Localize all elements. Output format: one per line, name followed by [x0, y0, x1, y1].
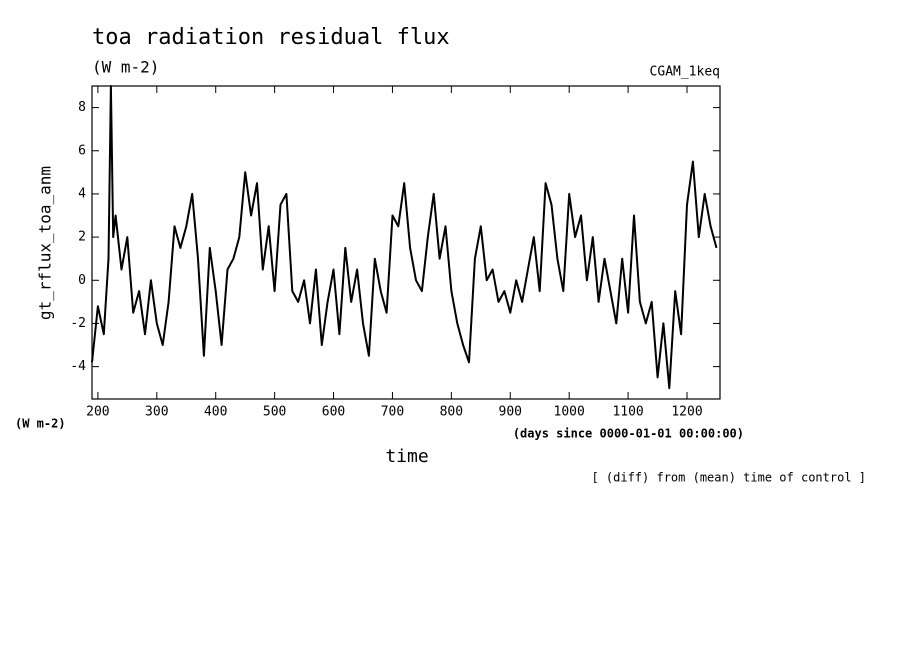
- y-tick-label: 4: [78, 186, 86, 201]
- x-axis-label: time: [385, 446, 428, 467]
- x-tick-label: 200: [86, 405, 109, 420]
- y-axis-label: gt_rflux_toa_anm: [36, 166, 55, 320]
- footnote: [ (diff) from (mean) time of control ]: [591, 471, 866, 485]
- plot-frame: [91, 85, 721, 400]
- chart-title: toa radiation residual flux: [92, 25, 450, 50]
- x-tick-label: 1200: [671, 405, 702, 420]
- x-tick-label: 800: [440, 405, 463, 420]
- y-tick-label: 2: [78, 230, 86, 245]
- x-tick-label: 600: [322, 405, 345, 420]
- y-tick-label: 8: [78, 100, 86, 115]
- chart-subtitle: (W m-2): [92, 58, 159, 77]
- x-tick-label: 500: [263, 405, 286, 420]
- x-tick-label: 400: [204, 405, 227, 420]
- y-tick-label: 0: [78, 273, 86, 288]
- x-tick-label: 700: [381, 405, 404, 420]
- x-units: (days since 0000-01-01 00:00:00): [513, 427, 744, 441]
- x-tick-label: 1000: [554, 405, 585, 420]
- x-tick-label: 900: [499, 405, 522, 420]
- y-tick-label: 6: [78, 143, 86, 158]
- y-tick-label: -4: [70, 359, 86, 374]
- y-units: (W m-2): [15, 417, 66, 431]
- experiment-label: CGAM_1keq: [650, 65, 720, 80]
- x-tick-label: 300: [145, 405, 168, 420]
- data-line: [91, 85, 718, 390]
- x-tick-label: 1100: [612, 405, 643, 420]
- y-tick-label: -2: [70, 316, 86, 331]
